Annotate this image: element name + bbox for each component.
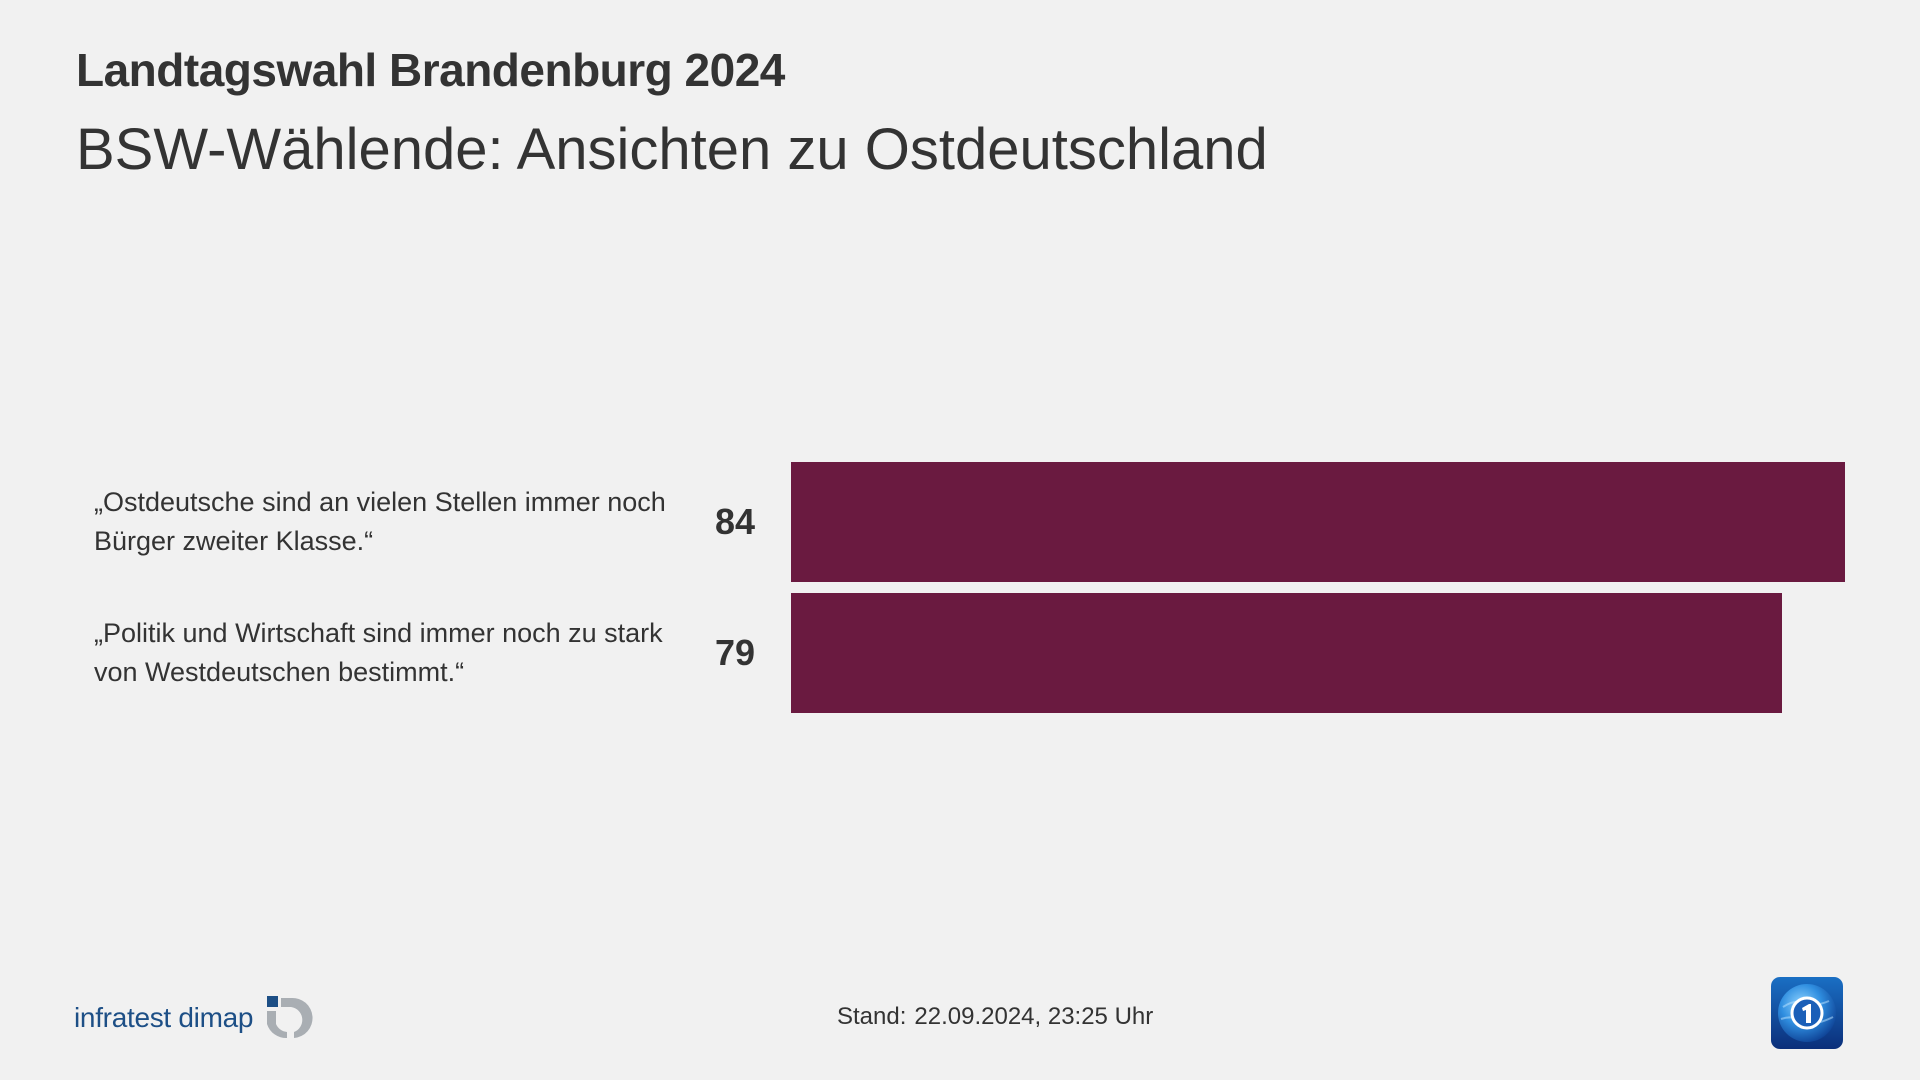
timestamp-value: 22.09.2024, 23:25 Uhr	[914, 1003, 1154, 1030]
bar-label: „Ostdeutsche sind an vielen Stellen imme…	[94, 487, 666, 556]
chart-subtitle: BSW-Wählende: Ansichten zu Ostdeutschlan…	[76, 117, 1268, 182]
bar	[791, 462, 1845, 582]
bar-value: 84	[714, 501, 755, 542]
bar-value: 79	[714, 632, 755, 673]
timestamp: Stand: 22.09.2024, 23:25 Uhr	[837, 1001, 1153, 1033]
bar-row: „Ostdeutsche sind an vielen Stellen imme…	[0, 462, 1920, 582]
bar-row: „Politik und Wirtschaft sind immer noch …	[0, 593, 1920, 713]
timestamp-label: Stand:	[837, 1003, 907, 1030]
infratest-dimap-mark-icon	[267, 996, 313, 1039]
tagesschau-icon	[1771, 977, 1843, 1049]
infratest-dimap-logo: infratest dimap	[74, 994, 315, 1042]
bar-label: „Politik und Wirtschaft sind immer noch …	[94, 618, 663, 687]
chart-title: Landtagswahl Brandenburg 2024	[76, 44, 785, 96]
source-logo-text: infratest dimap	[74, 1002, 254, 1033]
bar	[791, 593, 1782, 713]
